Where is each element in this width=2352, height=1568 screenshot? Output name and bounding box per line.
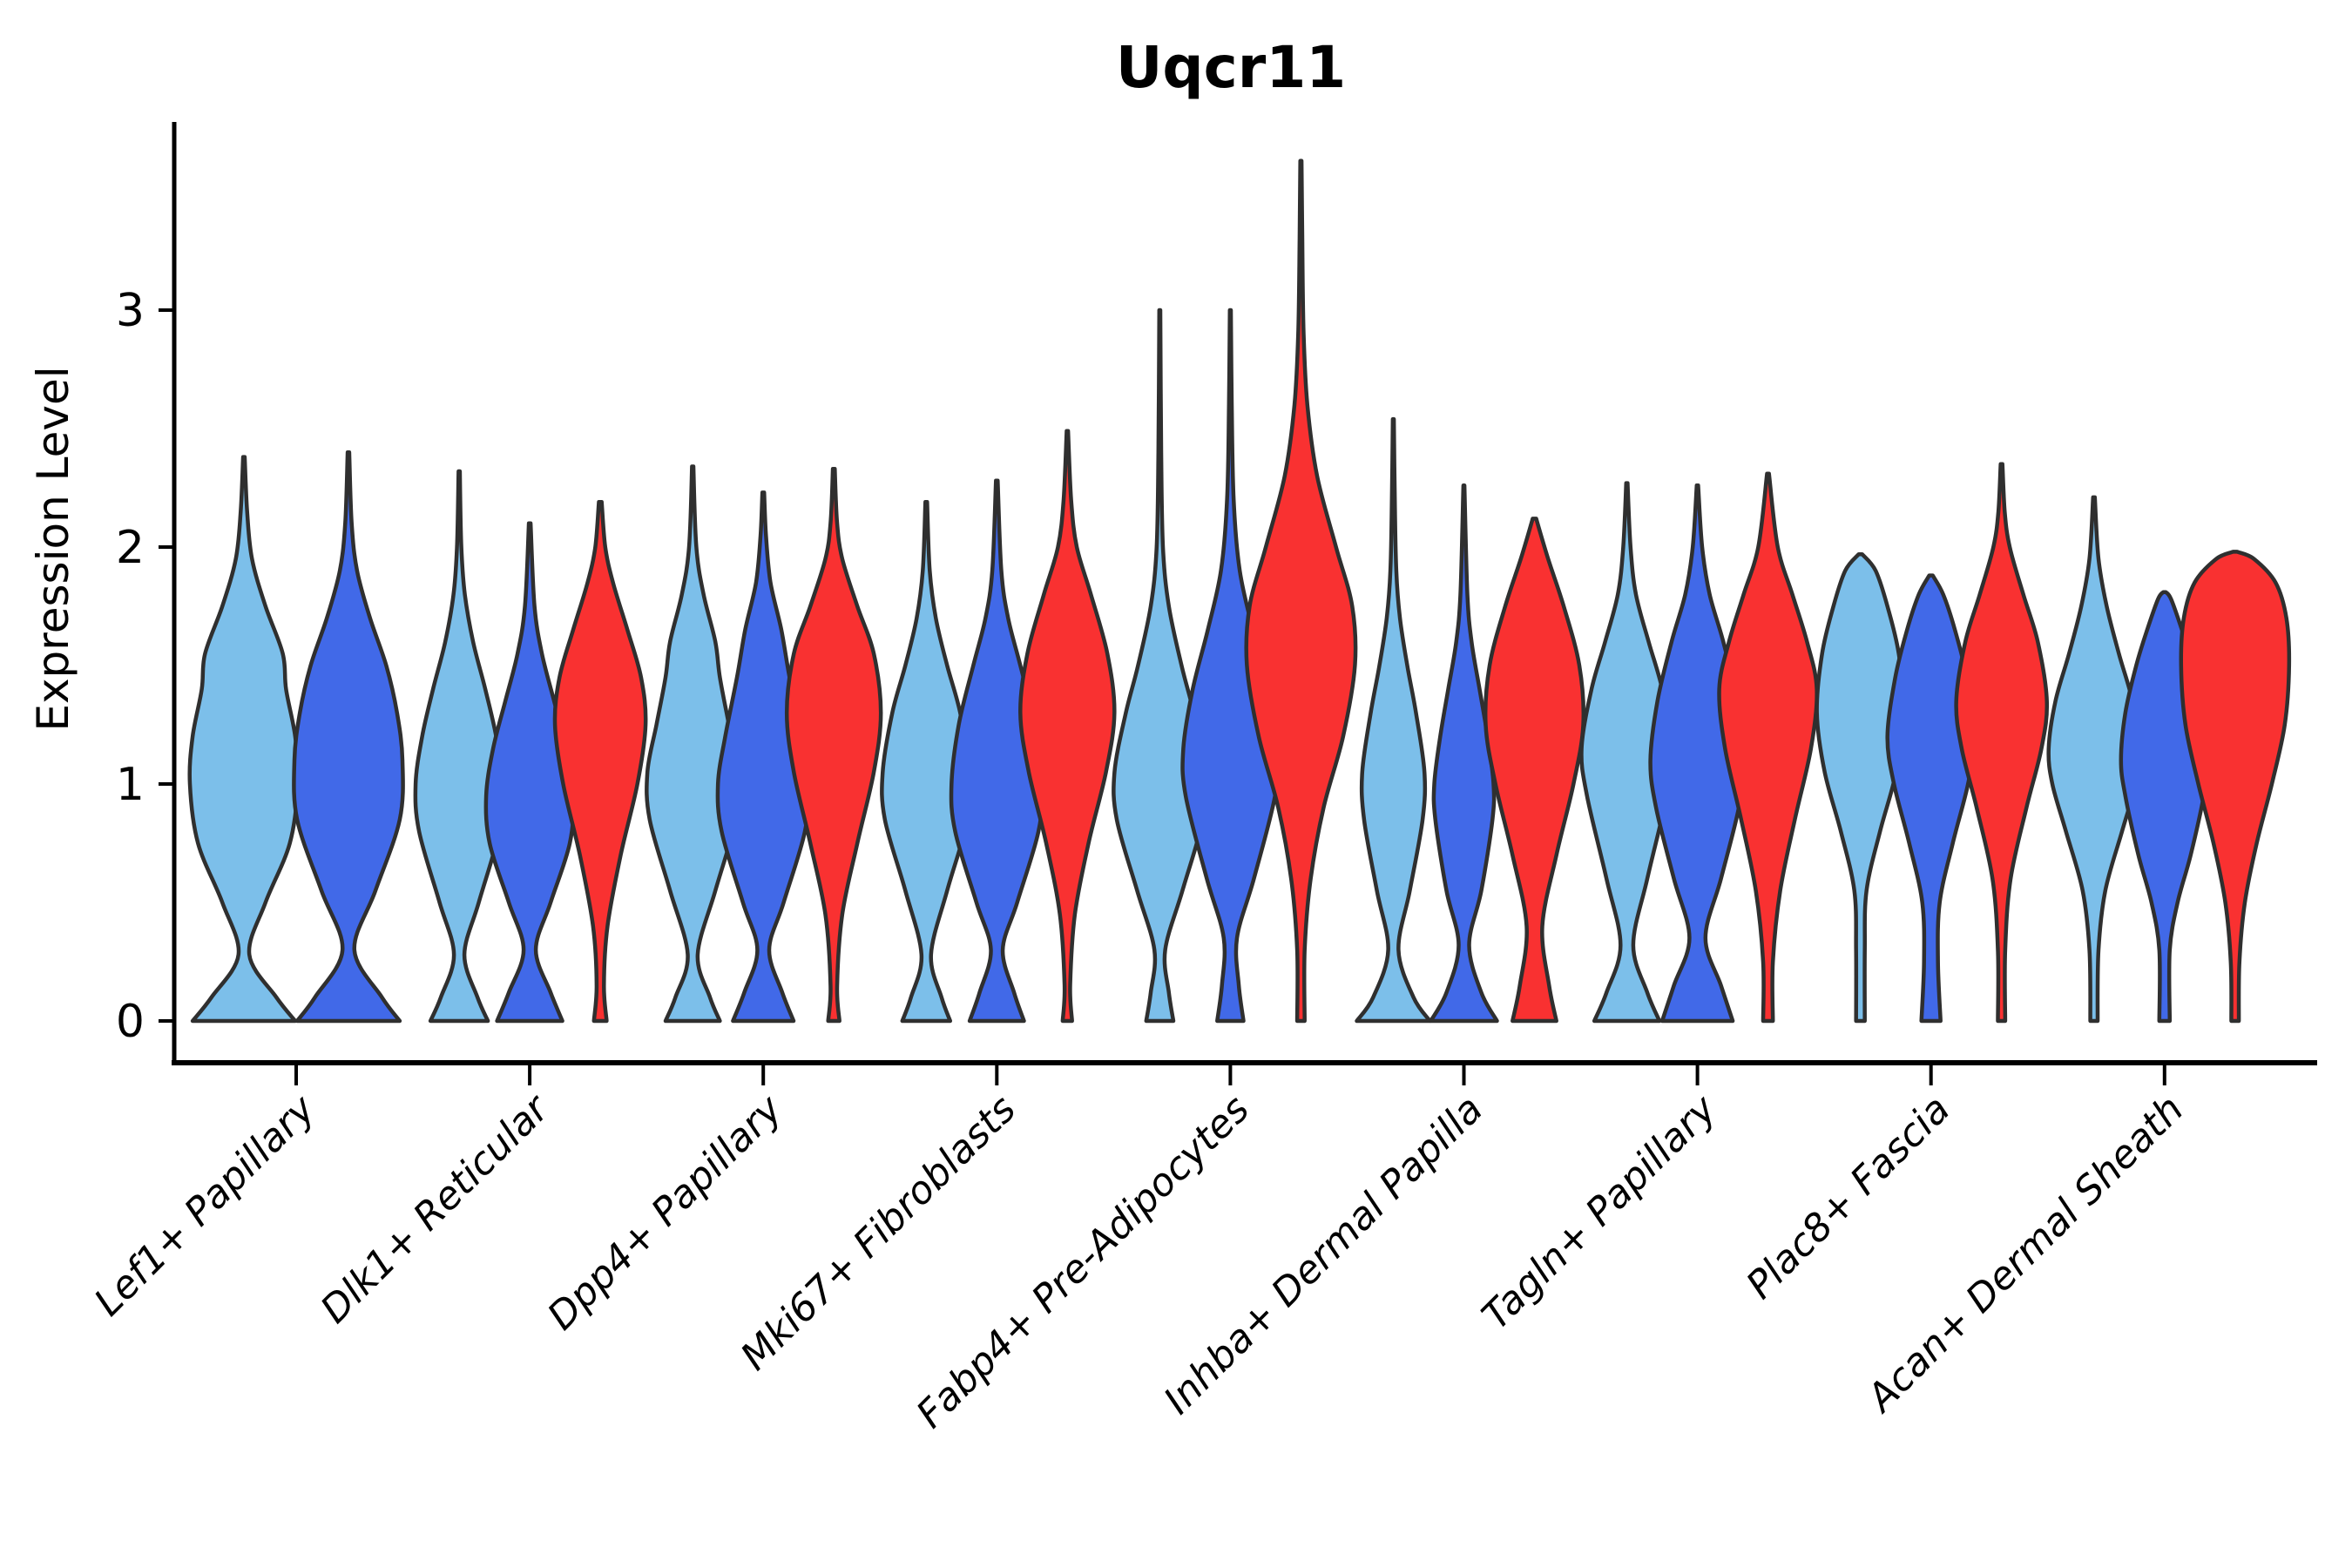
- violin-0-lightblue: [187, 455, 301, 1024]
- violin-3-darkblue: [949, 478, 1044, 1024]
- violin-7-lightblue: [1815, 551, 1906, 1024]
- y-axis-label: Expression Level: [28, 366, 78, 731]
- y-axis-ticks: 0 1 2 3: [116, 285, 174, 1048]
- x-tick-label-6: Tagln+ Papillary: [1474, 1086, 1726, 1338]
- violin-1-darkblue: [483, 521, 576, 1024]
- violin-3-red: [1018, 429, 1117, 1024]
- violin-8-lightblue: [2046, 495, 2142, 1024]
- y-tick-label-3: 3: [116, 285, 145, 337]
- violin-5-darkblue: [1429, 483, 1499, 1024]
- violin-0-darkblue: [292, 449, 405, 1024]
- x-tick-label-7: Plac8+ Fascia: [1738, 1087, 1958, 1308]
- violin-5-lightblue: [1355, 416, 1432, 1024]
- violin-2-red: [784, 466, 883, 1024]
- violin-7-red: [1954, 462, 2050, 1024]
- violin-6-lightblue: [1579, 481, 1675, 1024]
- violin-8-red: [2179, 550, 2292, 1024]
- violin-4-red: [1244, 159, 1358, 1024]
- violin-3-lightblue: [880, 500, 973, 1024]
- x-tick-label-2: Dpp4+ Papillary: [539, 1086, 792, 1339]
- violin-5-red: [1483, 517, 1586, 1024]
- x-tick-label-1: Dlk1+ Reticular: [313, 1085, 559, 1332]
- violin-6-red: [1717, 471, 1819, 1024]
- violins-layer: [187, 159, 2292, 1024]
- y-tick-label-2: 2: [116, 522, 145, 574]
- violin-1-red: [552, 500, 648, 1024]
- violin-7-darkblue: [1885, 573, 1977, 1024]
- y-tick-label-1: 1: [116, 759, 145, 811]
- violin-1-lightblue: [413, 469, 505, 1024]
- violin-4-darkblue: [1180, 308, 1281, 1024]
- chart-title: Uqcr11: [1116, 34, 1346, 101]
- y-tick-label-0: 0: [116, 996, 145, 1048]
- violin-2-darkblue: [715, 490, 811, 1024]
- violin-4-lightblue: [1112, 308, 1208, 1024]
- x-tick-label-0: Lef1+ Papillary: [86, 1086, 325, 1325]
- violin-6-darkblue: [1648, 483, 1747, 1024]
